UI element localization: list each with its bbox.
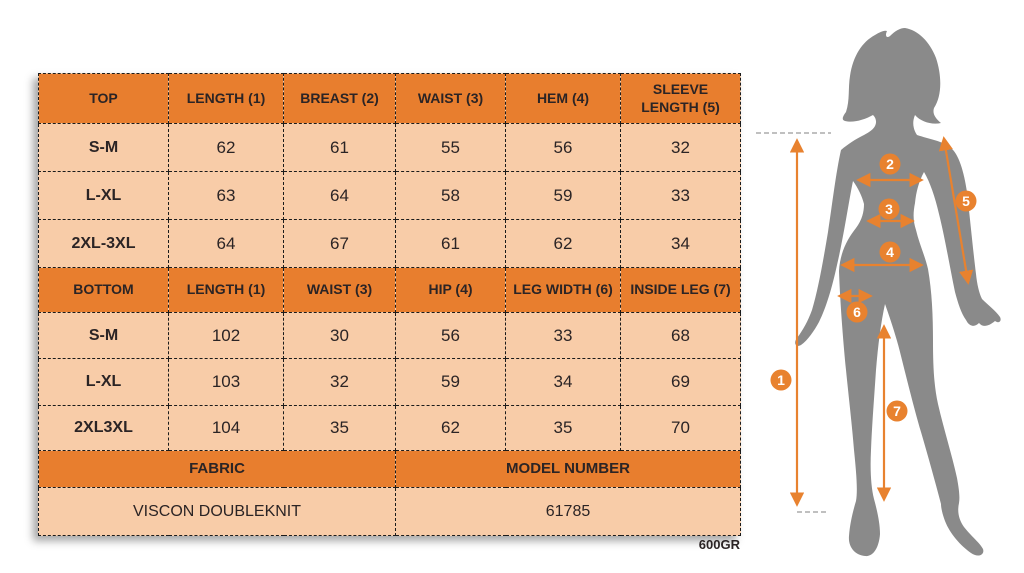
value-cell: 62 [505,219,621,268]
size-label-cell: L-XL [38,171,169,220]
header-cell-bottom: BOTTOM [38,267,169,313]
header-cell-waist: WAIST (3) [283,267,396,313]
header-cell-sleeve-length: SLEEVE LENGTH (5) [620,73,741,124]
value-cell: 33 [620,171,741,220]
marker-number: 4 [886,244,894,260]
header-cell-length: LENGTH (1) [168,73,284,124]
model-number-header-cell: MODEL NUMBER [395,450,741,488]
woman-silhouette [795,28,1001,557]
value-cell: 56 [395,312,506,359]
value-cell: 103 [168,358,284,406]
value-cell: 61 [395,219,506,268]
weight-note: 600GR [698,537,740,552]
size-label-cell: S-M [38,123,169,172]
header-cell-hip: HIP (4) [395,267,506,313]
size-label-cell: L-XL [38,358,169,406]
measurement-marker-4: 4 [879,241,901,263]
bottom-header-row: BOTTOM LENGTH (1) WAIST (3) HIP (4) LEG … [38,267,741,313]
header-cell-leg-width: LEG WIDTH (6) [505,267,621,313]
marker-number: 6 [853,304,861,320]
value-cell: 34 [620,219,741,268]
value-cell: 68 [620,312,741,359]
measurement-marker-5: 5 [955,190,977,212]
value-cell: 64 [168,219,284,268]
value-cell: 30 [283,312,396,359]
measurement-marker-1: 1 [770,369,792,391]
marker-number: 1 [777,372,785,388]
measurement-marker-3: 3 [878,198,900,220]
footer-value-row: VISCON DOUBLEKNIT 61785 [38,487,741,536]
fabric-header-cell: FABRIC [38,450,396,488]
value-cell: 59 [395,358,506,406]
marker-number: 5 [962,193,970,209]
header-cell-length: LENGTH (1) [168,267,284,313]
fabric-value-cell: VISCON DOUBLEKNIT [38,487,396,536]
value-cell: 63 [168,171,284,220]
marker-number: 7 [893,403,901,419]
footer-header-row: FABRIC MODEL NUMBER [38,450,741,488]
value-cell: 34 [505,358,621,406]
measurement-marker-7: 7 [886,400,908,422]
value-cell: 67 [283,219,396,268]
table-row: L-XL 63 64 58 59 33 [38,171,741,220]
table-row: S-M 102 30 56 33 68 [38,312,741,359]
top-header-row: TOP LENGTH (1) BREAST (2) WAIST (3) HEM … [38,73,741,124]
size-chart-table: TOP LENGTH (1) BREAST (2) WAIST (3) HEM … [38,73,741,536]
table-row: S-M 62 61 55 56 32 [38,123,741,172]
value-cell: 62 [168,123,284,172]
value-cell: 56 [505,123,621,172]
value-cell: 55 [395,123,506,172]
value-cell: 59 [505,171,621,220]
value-cell: 35 [283,405,396,451]
value-cell: 58 [395,171,506,220]
body-measurement-figure: 1 2 3 4 5 6 7 [750,0,1024,573]
header-cell-hem: HEM (4) [505,73,621,124]
header-cell-inside-leg: INSIDE LEG (7) [620,267,741,313]
marker-number: 3 [885,201,893,217]
header-cell-waist: WAIST (3) [395,73,506,124]
value-cell: 61 [283,123,396,172]
header-cell-top: TOP [38,73,169,124]
table-row: 2XL-3XL 64 67 61 62 34 [38,219,741,268]
value-cell: 102 [168,312,284,359]
header-cell-breast: BREAST (2) [283,73,396,124]
value-cell: 70 [620,405,741,451]
size-label-cell: 2XL-3XL [38,219,169,268]
value-cell: 62 [395,405,506,451]
model-number-value-cell: 61785 [395,487,741,536]
value-cell: 64 [283,171,396,220]
size-label-cell: S-M [38,312,169,359]
value-cell: 35 [505,405,621,451]
marker-number: 2 [886,156,894,172]
value-cell: 69 [620,358,741,406]
value-cell: 104 [168,405,284,451]
table-row: 2XL3XL 104 35 62 35 70 [38,405,741,451]
table-row: L-XL 103 32 59 34 69 [38,358,741,406]
measurement-marker-6: 6 [846,301,868,323]
value-cell: 32 [283,358,396,406]
measurement-diagram: 1 2 3 4 5 6 7 [756,28,1001,557]
size-label-cell: 2XL3XL [38,405,169,451]
value-cell: 33 [505,312,621,359]
value-cell: 32 [620,123,741,172]
measurement-marker-2: 2 [879,153,901,175]
measurement-arrow-5-sleeve [938,136,974,285]
